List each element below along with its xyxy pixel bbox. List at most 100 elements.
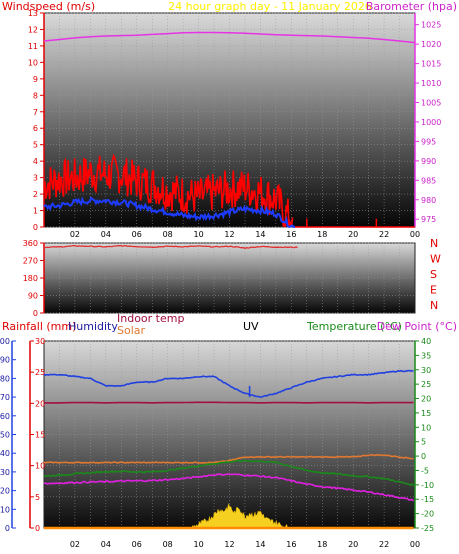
rainfall-label: Rainfall (mm) [2, 320, 76, 333]
series-wind-direction [43, 244, 298, 250]
x-tick-label: 00 [410, 230, 420, 239]
climate-panel-series [43, 369, 415, 530]
windspeed-tick-label: 13 [28, 9, 38, 18]
windspeed-tick-label: 10 [28, 58, 38, 67]
direction-tick-label: 360 [23, 239, 38, 248]
barometer-tick-label: 990 [421, 157, 436, 166]
x-tick-label: 04 [101, 540, 111, 549]
humidity-label: Humidity [68, 320, 118, 333]
series-indoor-temp [44, 401, 414, 404]
x-tick-label: 02 [70, 230, 80, 239]
graph-title: 24 hour graph day - 11 January 2026 [168, 0, 372, 13]
x-tick-label: 08 [163, 230, 173, 239]
compass-label: N [430, 299, 438, 312]
indoor-temp-label: Indoor temp [117, 312, 184, 325]
x-tick-label: 20 [348, 230, 358, 239]
barometer-tick-label: 975 [421, 215, 436, 224]
x-tick-label: 12 [224, 540, 234, 549]
temperature-tick-label: 5 [421, 438, 426, 447]
x-tick-label: 06 [132, 230, 142, 239]
humidity-tick-label: 40 [0, 449, 10, 458]
barometer-tick-label: 1025 [421, 21, 441, 30]
barometer-tick-label: 1020 [421, 40, 441, 49]
x-tick-label: 22 [379, 540, 389, 549]
compass-label: S [430, 268, 437, 281]
windspeed-tick-label: 5 [33, 141, 38, 150]
barometer-tick-label: 1005 [421, 98, 441, 107]
temperature-tick-label: 20 [421, 395, 431, 404]
series-temperature [43, 459, 415, 487]
wind-panel-ticks: 0123456789101112139759809859909951000100… [28, 9, 442, 232]
uv-label: UV [243, 320, 259, 333]
x-tick-label: 18 [317, 230, 327, 239]
x-axis-ticks: 02 02 04 04 06 06 08 08 10 10 12 12 14 14 16 16 18 18 20 20… [70, 230, 420, 549]
barometer-tick-label: 995 [421, 137, 436, 146]
x-tick-label: 20 [348, 540, 358, 549]
barometer-tick-label: 1015 [421, 60, 441, 69]
windspeed-title: Windspeed (m/s) [2, 0, 95, 13]
x-tick-label: 12 [224, 230, 234, 239]
x-tick-label: 18 [317, 540, 327, 549]
barometer-tick-label: 1010 [421, 79, 441, 88]
barometer-tick-label: 980 [421, 196, 436, 205]
direction-tick-label: 180 [23, 274, 38, 283]
direction-tick-label: 0 [33, 309, 38, 318]
compass-label: W [430, 253, 441, 266]
compass-label: E [430, 284, 437, 297]
windspeed-tick-label: 2 [33, 190, 38, 199]
temperature-tick-label: 0 [421, 452, 426, 461]
windspeed-tick-label: 8 [33, 91, 38, 100]
x-tick-label: 14 [255, 540, 265, 549]
temperature-label: Temperature (°C) [306, 320, 402, 333]
windspeed-tick-label: 0 [33, 223, 38, 232]
barometer-title: Barometer (hpa) [366, 0, 457, 13]
temperature-tick-label: 10 [421, 423, 431, 432]
humidity-tick-label: 90 [0, 356, 10, 365]
windspeed-tick-label: 4 [33, 157, 38, 166]
compass-label: N [430, 237, 438, 250]
x-tick-label: 00 [410, 540, 420, 549]
climate-panel-ticks: 0510152025300102030405060708090100-25-20… [0, 337, 434, 533]
humidity-tick-label: 30 [0, 468, 10, 477]
series-dew-point [43, 473, 415, 502]
rain-tick-label: 5 [35, 493, 40, 502]
rain-tick-label: 30 [35, 337, 45, 346]
temperature-tick-label: 25 [421, 380, 431, 389]
temperature-tick-label: -10 [421, 481, 434, 490]
direction-tick-label: 90 [28, 292, 38, 301]
temperature-tick-label: -5 [421, 466, 429, 475]
temperature-tick-label: -20 [421, 510, 434, 519]
solar-label: Solar [117, 324, 146, 337]
humidity-tick-label: 50 [0, 431, 10, 440]
rain-tick-label: 0 [35, 524, 40, 533]
humidity-tick-label: 70 [0, 393, 10, 402]
temperature-tick-label: -15 [421, 495, 434, 504]
temperature-tick-label: -25 [421, 524, 434, 533]
x-tick-label: 22 [379, 230, 389, 239]
x-tick-label: 10 [193, 230, 203, 239]
rain-tick-label: 25 [35, 368, 45, 377]
temperature-tick-label: 30 [421, 366, 431, 375]
barometer-tick-label: 1000 [421, 118, 441, 127]
dew-point-label: Dew Point (°C) [377, 320, 457, 333]
x-tick-label: 16 [286, 540, 296, 549]
x-tick-label: 02 [70, 540, 80, 549]
humidity-tick-label: 100 [0, 337, 10, 346]
series-humidity [43, 369, 414, 398]
direction-panel-series [43, 244, 298, 250]
x-tick-label: 16 [286, 230, 296, 239]
windspeed-tick-label: 12 [28, 25, 38, 34]
wind-panel-series [43, 31, 416, 228]
x-tick-label: 04 [101, 230, 111, 239]
rain-tick-label: 10 [35, 462, 45, 471]
temperature-tick-label: 35 [421, 351, 431, 360]
humidity-tick-label: 60 [0, 412, 10, 421]
direction-panel-grid [44, 242, 415, 314]
direction-tick-label: 270 [23, 257, 38, 266]
humidity-tick-label: 10 [0, 505, 10, 514]
series-barometer [43, 31, 416, 44]
x-tick-label: 10 [193, 540, 203, 549]
x-tick-label: 14 [255, 230, 265, 239]
